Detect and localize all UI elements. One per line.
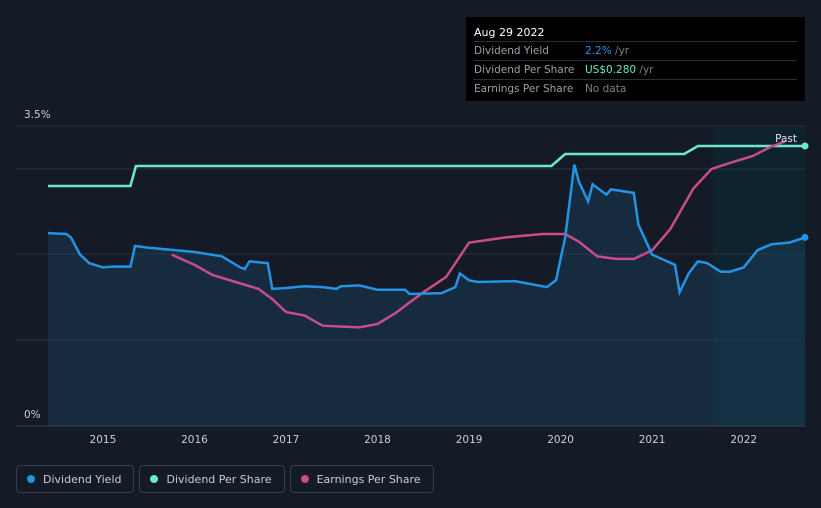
tooltip-value: 2.2% (585, 45, 612, 57)
tooltip-date: Aug 29 2022 (474, 26, 545, 39)
legend-dot-icon (27, 475, 35, 483)
x-tick-label: 2018 (364, 434, 391, 446)
legend-item-earnings-per-share[interactable]: Earnings Per Share (289, 465, 434, 493)
legend: Dividend Yield Dividend Per Share Earnin… (16, 465, 434, 493)
tooltip-row-earnings-per-share: Earnings Per Share No data (474, 79, 797, 98)
legend-dot-icon (300, 475, 309, 483)
x-tick-label: 2022 (730, 434, 757, 446)
y-tick-label-top: 3.5% (24, 109, 51, 121)
earnings-per-share-line[interactable] (171, 140, 786, 329)
past-label: Past (775, 133, 797, 145)
tooltip-unit: /yr (611, 45, 630, 57)
tooltip-label: Dividend Per Share (474, 64, 575, 76)
x-tick-label: 2015 (90, 434, 117, 446)
dividend-yield-line[interactable] (47, 164, 806, 297)
legend-label: Earnings Per Share (316, 472, 421, 486)
dividend-per-share-line[interactable] (48, 144, 805, 188)
legend-item-dividend-yield[interactable]: Dividend Yield (16, 465, 135, 493)
tooltip: Aug 29 2022 Dividend Yield 2.2% /yr Divi… (466, 17, 805, 101)
x-axis-ticks: 2015 2016 2017 2018 2019 2020 2021 2022 (90, 434, 758, 446)
legend-item-dividend-per-share[interactable]: Dividend Per Share (139, 465, 285, 493)
tooltip-label: Dividend Yield (474, 45, 549, 57)
legend-dot-icon (150, 475, 159, 483)
legend-label: Dividend Yield (43, 472, 122, 486)
tooltip-unit: /yr (636, 64, 654, 76)
tooltip-value-group: No data (585, 83, 626, 95)
dividend-yield-endpoint[interactable] (801, 233, 809, 241)
x-tick-label: 2020 (547, 434, 574, 446)
dividend-yield-area (48, 164, 805, 426)
x-tick-label: 2021 (639, 434, 666, 446)
tooltip-label: Earnings Per Share (474, 83, 574, 95)
x-tick-label: 2017 (273, 434, 300, 446)
chart-grid (16, 125, 805, 427)
legend-label: Dividend Per Share (166, 472, 272, 486)
past-region (713, 126, 805, 426)
tooltip-value: No data (585, 83, 627, 95)
x-tick-label: 2016 (181, 434, 208, 446)
tooltip-value-group: US$0.280 /yr (585, 64, 654, 76)
tooltip-value: US$0.280 (585, 64, 637, 76)
tooltip-row-dividend-yield: Dividend Yield 2.2% /yr (474, 41, 797, 60)
tooltip-row-dividend-per-share: Dividend Per Share US$0.280 /yr (474, 60, 797, 79)
tooltip-value-group: 2.2% /yr (585, 45, 629, 57)
y-tick-label-bottom: 0% (24, 409, 41, 421)
dividend-per-share-endpoint[interactable] (801, 142, 809, 150)
x-tick-label: 2019 (456, 434, 483, 446)
